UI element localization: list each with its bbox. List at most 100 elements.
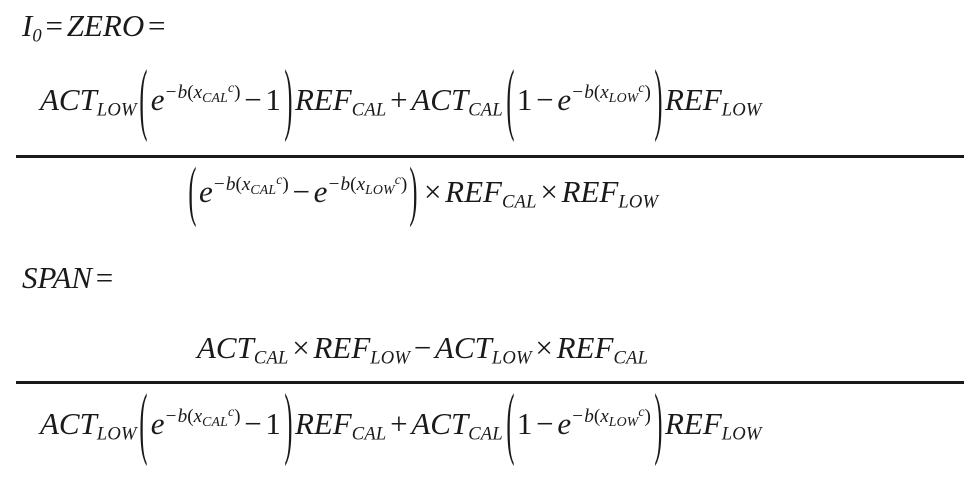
span-equals-sign: = [95,260,114,295]
den-exponent-2: −b(xLOWc) [327,171,408,197]
span-den-act-cal: ACT [411,406,469,441]
span-num-act-cal: ACT [197,330,254,365]
ref-low-term2: REF [664,82,722,117]
exp-b: b [177,82,188,104]
span-den-close-paren-2: ) [653,379,662,468]
span-den-exp2-open-paren: ( [593,406,601,428]
span-num-act-low-subscript: LOW [491,347,532,369]
exponent-term2: −b(xLOWc) [571,79,651,105]
zero-numerator: ACTLOW (e−b(xCALc) −1)REFCAL + ACTCAL (1− e−b(… [40,59,762,140]
label-span: SPAN [22,260,93,295]
exp-x-subscript: CAL [202,89,228,105]
one-term1: 1 [265,82,281,117]
span-numerator: ACTCAL × REFLOW − ACTLOW × REFCAL [197,330,648,367]
symbol-I-subscript: 0 [32,25,42,47]
span-den-ref-low-subscript: LOW [721,423,762,445]
close-paren-term2: ) [653,55,662,144]
ref-cal-term1: REF [294,82,352,117]
span-den-one-2: 1 [516,406,533,441]
span-den-exp1-open-paren: ( [187,406,194,428]
span-den-act-cal-subscript: CAL [468,423,503,445]
label-zero: ZERO [66,8,145,43]
span-den-exp2-minus: − [572,406,584,428]
act-low-coefficient: ACT [40,82,97,117]
span-den-exp2-b: b [584,406,594,428]
span-num-act-cal-subscript: CAL [253,347,289,369]
span-den-exp1-x: x [193,406,203,428]
open-paren-term1: ( [139,55,148,144]
span-den-exp2-x: x [600,406,609,428]
den-exponent-1: −b(xCALc) [213,172,289,197]
exp-open-paren: ( [187,82,194,104]
den-times-2: × [540,174,558,209]
span-num-ref-low: REF [313,330,371,365]
exp2-x: x [600,82,609,104]
exp2-x-subscript: LOW [608,89,639,105]
den-euler-e-2: e [313,174,328,209]
den-minus-sign: − [292,174,310,209]
span-den-exp2-x-subscript: LOW [608,413,639,429]
den-close-paren: ) [409,154,418,229]
span-den-euler-e-2: e [557,406,572,441]
span-den-ref-cal-1-subscript: CAL [351,423,387,445]
den-open-paren: ( [188,154,197,229]
span-num-act-low: ACT [435,330,492,365]
one-term2: 1 [516,82,533,117]
span-num-times-1: × [292,330,310,365]
den-exp1-close-paren: ) [282,174,289,196]
span-fraction-bar [16,381,964,384]
euler-e-term1: e [150,82,165,117]
act-cal-subscript: CAL [468,99,503,121]
span-num-times-2: × [535,330,553,365]
den-exp2-b: b [340,174,351,196]
act-cal-coefficient: ACT [411,82,469,117]
den-euler-e-1: e [198,174,213,209]
euler-e-term2: e [557,82,572,117]
den-exp2-open-paren: ( [350,174,357,196]
span-den-ref-low: REF [664,406,722,441]
close-paren-term1: ) [283,55,292,144]
minus-sign-term2: − [536,82,554,117]
exponent-term1: −b(xCALc) [164,80,241,105]
span-equation-lhs: SPAN = [22,262,117,293]
exp2-minus-sign: − [572,82,584,104]
den-ref-low-subscript: LOW [618,191,659,213]
span-num-ref-cal-subscript: CAL [613,347,649,369]
span-den-exp1-x-superscript: c [227,403,235,419]
span-den-open-paren-2: ( [505,379,514,468]
span-den-plus: + [390,406,408,441]
ref-low-subscript: LOW [721,99,762,121]
span-num-ref-cal: REF [556,330,614,365]
span-den-exp1-x-subscript: CAL [202,413,228,429]
span-den-exp1-close-paren: ) [234,406,241,428]
span-den-exp2-x-superscript: c [638,403,645,419]
span-den-ref-cal-1: REF [294,406,352,441]
span-den-exponent-2: −b(xLOWc) [571,403,651,429]
span-den-euler-e-1: e [150,406,165,441]
span-denominator: ACTLOW (e−b(xCALc) −1)REFCAL + ACTCAL (1− e−b(… [40,383,762,464]
den-exp1-minus: − [213,174,225,196]
span-den-exp1-minus: − [165,406,177,428]
span-den-exp1-b: b [177,406,188,428]
span-num-minus: − [413,330,432,365]
den-exp2-minus: − [328,174,340,196]
act-low-subscript: LOW [96,99,137,121]
den-exp1-open-paren: ( [235,174,242,196]
span-den-act-low: ACT [40,406,97,441]
open-paren-term2: ( [505,55,514,144]
den-exp1-x: x [241,174,251,196]
exp2-b: b [584,82,594,104]
exp-minus-sign: − [165,82,177,104]
den-exp1-x-subscript: CAL [250,181,277,197]
den-exp2-x-superscript: c [394,171,401,187]
den-exp2-x-subscript: LOW [365,181,395,197]
den-exp2-close-paren: ) [400,174,408,196]
span-den-minus-2: − [536,406,554,441]
den-ref-low: REF [561,174,619,209]
span-den-act-low-subscript: LOW [96,423,137,445]
span-num-ref-low-subscript: LOW [370,347,411,369]
equals-sign-1: = [45,8,64,43]
exp2-close-paren: ) [644,82,651,104]
exp2-x-superscript: c [638,79,645,95]
